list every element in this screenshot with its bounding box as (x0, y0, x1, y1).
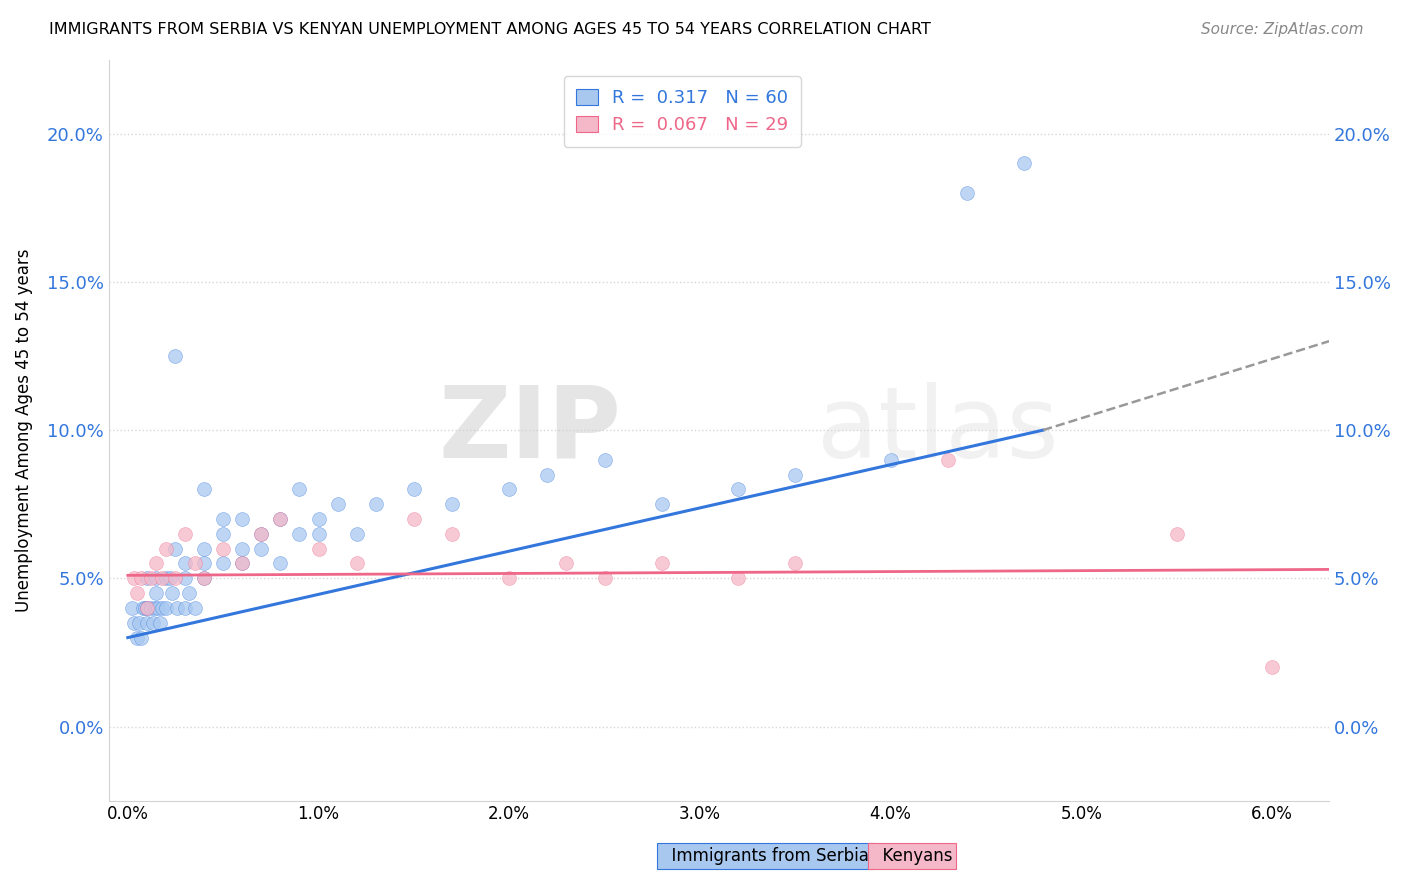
Point (150, 601, 173, 615)
Point (346, 526, 368, 541)
Point (135, 571, 157, 585)
Point (498, 483, 520, 497)
Text: Kenyans: Kenyans (872, 847, 952, 865)
Point (1012, 156, 1035, 170)
Point (402, 483, 425, 497)
Point (165, 349, 187, 363)
Point (149, 615, 172, 630)
Point (155, 571, 177, 585)
Point (122, 571, 145, 585)
Point (155, 541, 177, 556)
Point (121, 601, 143, 615)
Point (135, 601, 157, 615)
Point (148, 601, 170, 615)
Point (308, 512, 330, 526)
Point (122, 615, 145, 630)
Text: Immigrants from Serbia: Immigrants from Serbia (661, 847, 869, 865)
Point (212, 512, 235, 526)
Point (269, 512, 291, 526)
Point (288, 483, 311, 497)
Point (193, 557, 215, 571)
Point (135, 601, 157, 615)
Point (139, 571, 162, 585)
Point (785, 557, 807, 571)
Point (160, 586, 183, 600)
Point (269, 512, 291, 526)
Point (250, 526, 273, 541)
Point (231, 541, 253, 556)
Point (127, 586, 149, 600)
Point (127, 631, 149, 645)
Point (879, 452, 901, 467)
Point (231, 512, 253, 526)
Point (956, 186, 979, 200)
Point (129, 571, 152, 585)
Point (364, 497, 387, 511)
Point (177, 586, 200, 600)
Point (593, 571, 616, 585)
Point (593, 452, 616, 467)
Point (145, 557, 167, 571)
Point (231, 557, 253, 571)
Point (651, 497, 673, 511)
Point (1166, 526, 1188, 541)
Point (212, 526, 235, 541)
Point (142, 615, 165, 630)
Point (159, 571, 181, 585)
Point (250, 541, 273, 556)
Text: atlas: atlas (817, 382, 1059, 479)
Point (440, 497, 463, 511)
Point (402, 512, 425, 526)
Text: IMMIGRANTS FROM SERBIA VS KENYAN UNEMPLOYMENT AMONG AGES 45 TO 54 YEARS CORRELAT: IMMIGRANTS FROM SERBIA VS KENYAN UNEMPLO… (49, 22, 931, 37)
Point (129, 631, 152, 645)
Point (139, 601, 162, 615)
Point (193, 541, 215, 556)
Point (346, 557, 368, 571)
Point (165, 571, 187, 585)
Point (308, 541, 330, 556)
Point (183, 601, 205, 615)
Point (174, 526, 197, 541)
Point (1261, 660, 1284, 674)
Point (145, 586, 167, 600)
Point (308, 526, 330, 541)
Point (326, 497, 349, 511)
Point (498, 571, 520, 585)
Legend: R =  0.317   N = 60, R =  0.067   N = 29: R = 0.317 N = 60, R = 0.067 N = 29 (564, 76, 801, 147)
Point (143, 601, 166, 615)
Point (135, 615, 157, 630)
Point (193, 571, 215, 585)
Point (128, 615, 150, 630)
Point (166, 601, 188, 615)
Point (785, 467, 807, 482)
Point (651, 557, 673, 571)
Point (936, 452, 959, 467)
Point (193, 483, 215, 497)
Point (212, 541, 235, 556)
Point (536, 467, 558, 482)
Point (155, 601, 177, 615)
Point (145, 571, 167, 585)
Point (150, 571, 173, 585)
Text: ZIP: ZIP (439, 382, 621, 479)
Point (727, 483, 749, 497)
Point (165, 541, 187, 556)
Point (231, 557, 253, 571)
Point (555, 557, 578, 571)
Point (132, 601, 155, 615)
Point (250, 526, 273, 541)
Y-axis label: Unemployment Among Ages 45 to 54 years: Unemployment Among Ages 45 to 54 years (15, 248, 32, 612)
Point (727, 571, 749, 585)
Point (134, 601, 156, 615)
Point (212, 557, 235, 571)
Point (440, 526, 463, 541)
Point (183, 557, 205, 571)
Text: Source: ZipAtlas.com: Source: ZipAtlas.com (1201, 22, 1364, 37)
Point (269, 557, 291, 571)
Point (174, 557, 197, 571)
Point (174, 571, 197, 585)
Point (193, 571, 215, 585)
Point (174, 601, 197, 615)
Point (288, 526, 311, 541)
